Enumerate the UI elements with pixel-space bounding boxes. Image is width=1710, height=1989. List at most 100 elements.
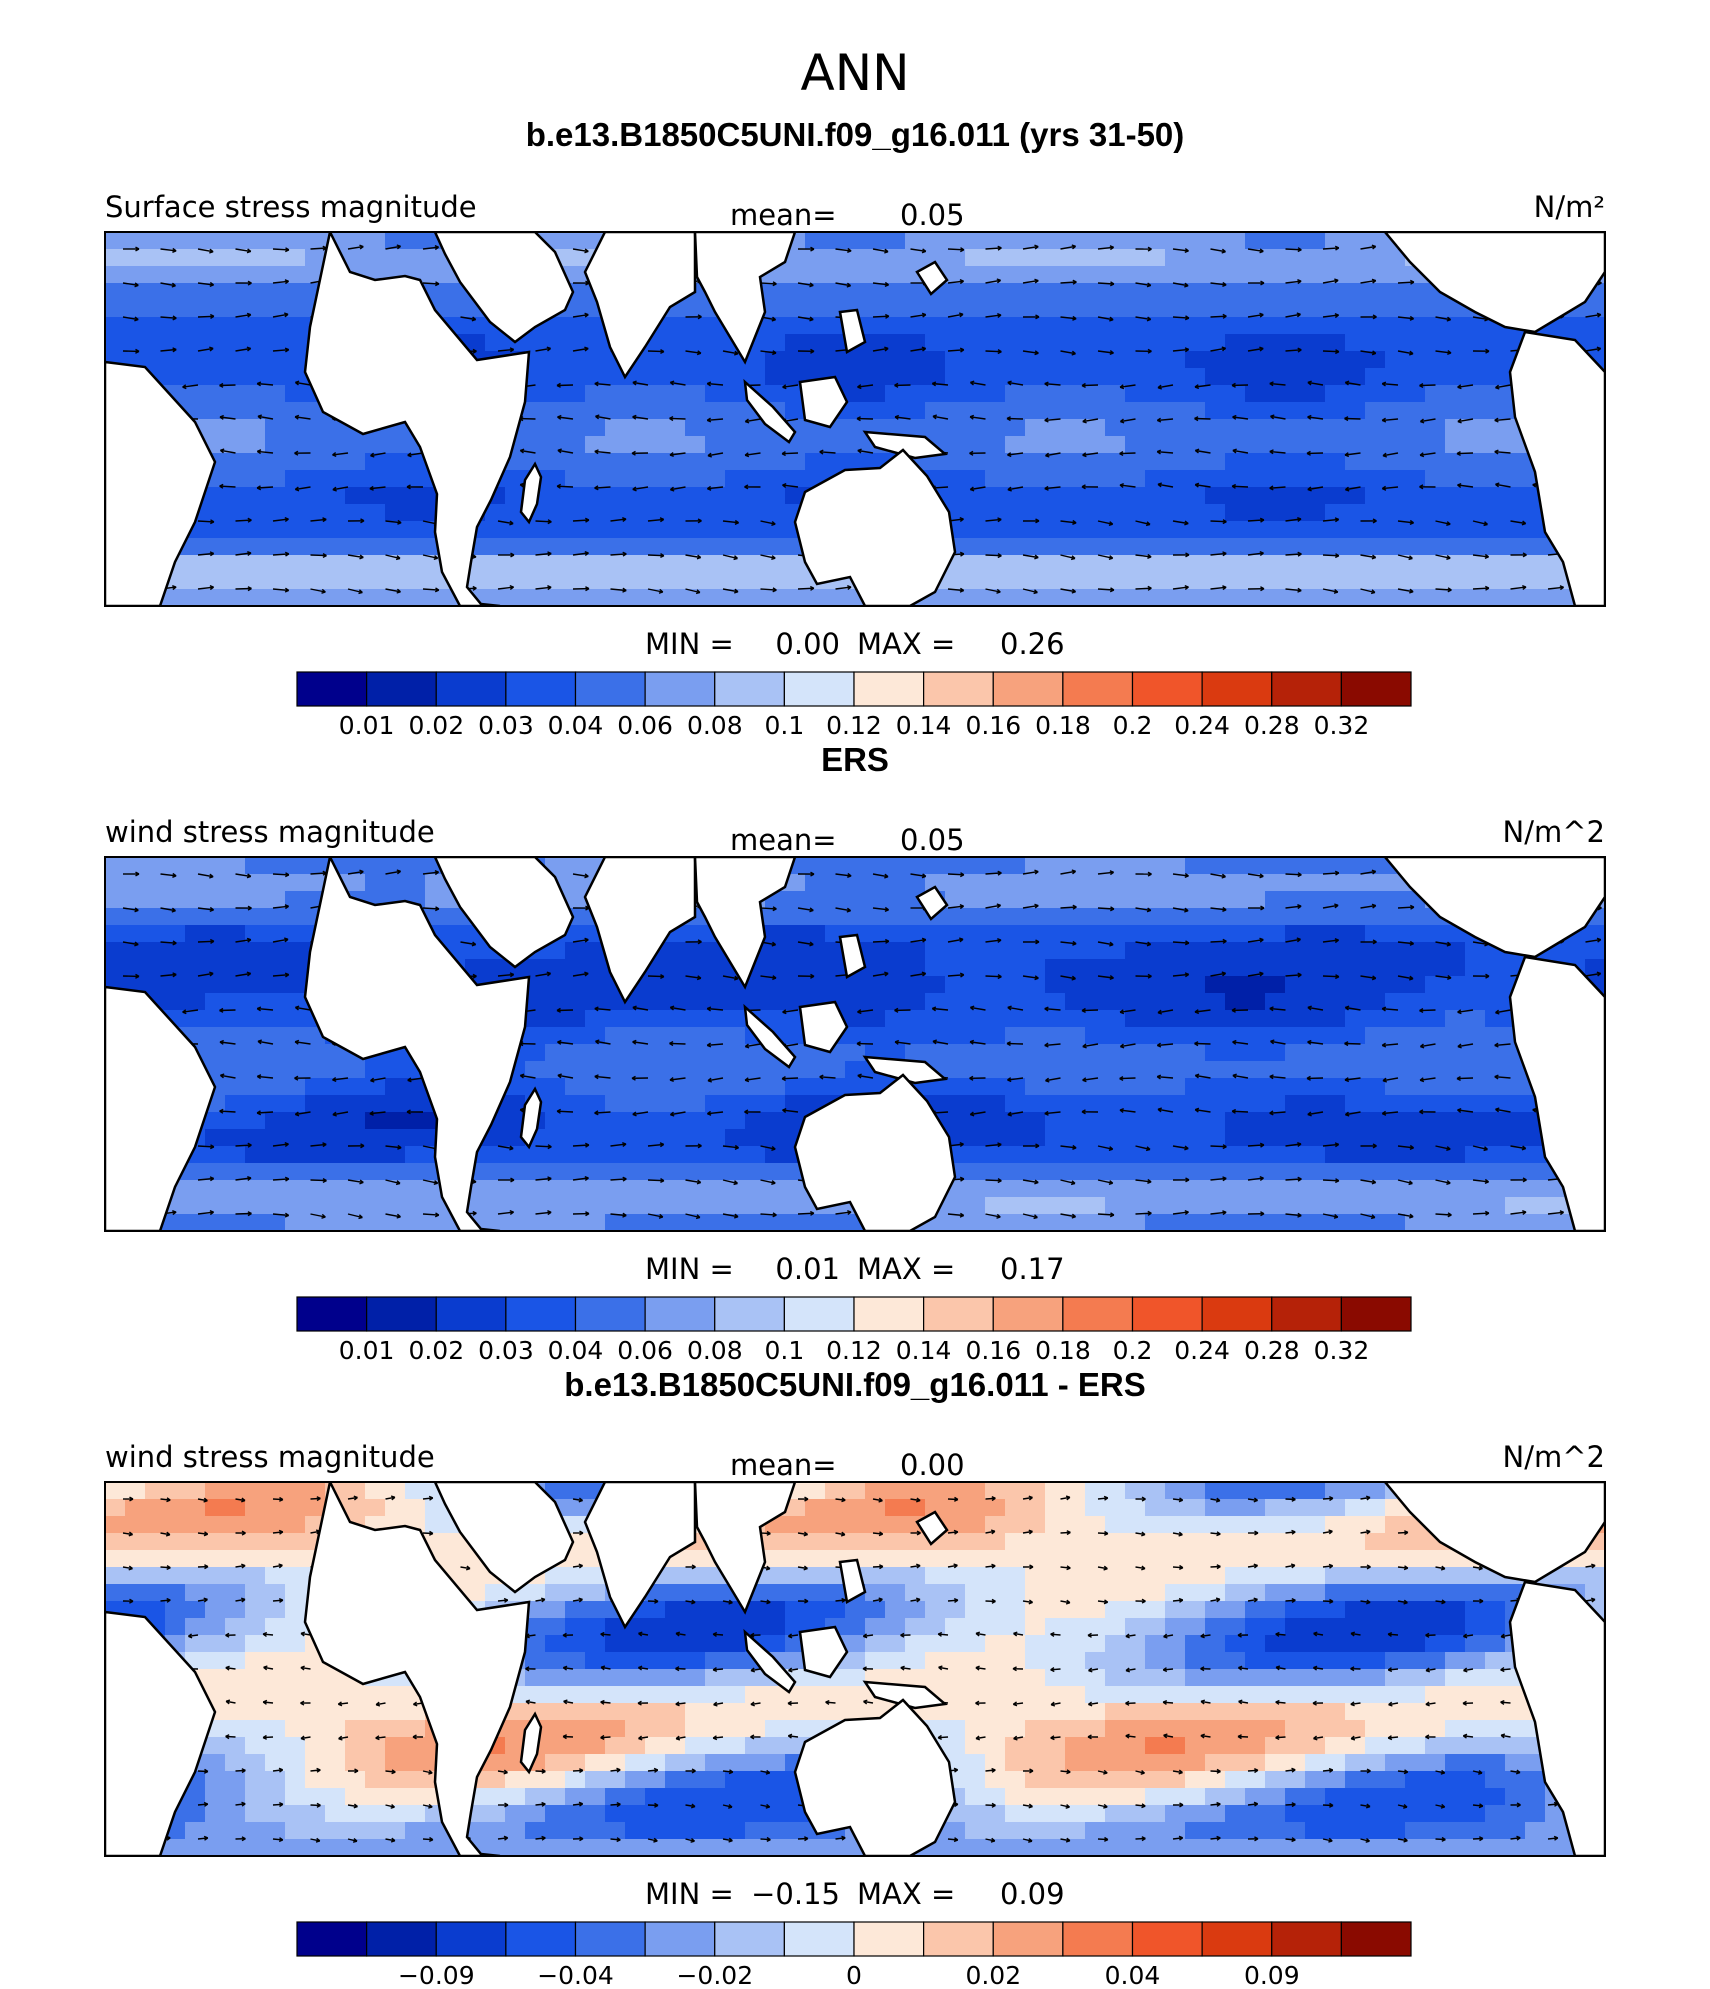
vector-arrowhead (996, 278, 1002, 284)
vector-arrow (1494, 451, 1511, 454)
contour-cell (1165, 1112, 1186, 1130)
contour-cell (245, 1061, 266, 1079)
vector-arrowhead (1184, 1145, 1189, 1151)
contour-cell (545, 317, 566, 335)
contour-cell (185, 857, 206, 875)
contour-cell (705, 385, 726, 403)
vector-arrowhead (1146, 941, 1152, 947)
contour-cell (1225, 993, 1246, 1011)
contour-cell (885, 976, 906, 994)
vector-arrowhead (1109, 870, 1115, 876)
contour-cell (1505, 504, 1526, 522)
vector-arrowhead (283, 937, 289, 943)
contour-cell (665, 1146, 686, 1164)
contour-cell (1025, 589, 1046, 606)
vector-arrowhead (1072, 940, 1077, 946)
contour-cell (225, 572, 246, 590)
vector-arrowhead (894, 1039, 900, 1045)
vector-arrowhead (209, 971, 214, 977)
contour-cell (705, 504, 726, 522)
vector-arrowhead (1232, 1039, 1237, 1045)
contour-cell (1145, 891, 1166, 909)
contour-cell (1265, 874, 1286, 892)
contour-cell (1005, 959, 1026, 977)
vector-arrow (1322, 1143, 1339, 1147)
vector-arrowhead (294, 450, 299, 456)
vector-arrow (1382, 486, 1399, 490)
vector-arrow (707, 452, 724, 457)
contour-cell (205, 232, 226, 250)
vector-arrowhead (284, 972, 290, 978)
vector-arrow (422, 554, 438, 559)
contour-cell (145, 857, 166, 875)
vector-arrowhead (1184, 940, 1190, 946)
vector-arrowhead (884, 281, 890, 287)
contour-cell (1225, 1112, 1246, 1130)
contour-cell (925, 1027, 946, 1045)
contour-cell (1425, 1095, 1446, 1113)
vector-arrowhead (247, 905, 252, 911)
vector-arrowhead (894, 1007, 899, 1013)
colorbar-swatch (1340, 671, 1412, 707)
vector-arrow (385, 245, 401, 250)
vector-arrowhead (1007, 1111, 1012, 1117)
vector-arrow (1285, 518, 1302, 522)
vector-arrow (722, 588, 739, 593)
contour-cell (385, 1095, 406, 1113)
vector-arrowhead (885, 938, 890, 944)
contour-cell (685, 419, 706, 437)
contour-cell (745, 521, 766, 539)
vector-arrowhead (772, 975, 777, 981)
contour-cell (1045, 368, 1066, 386)
contour-cell (1225, 249, 1246, 267)
contour-cell (1205, 334, 1226, 352)
vector-arrow (1097, 588, 1114, 591)
contour-cell (1045, 317, 1066, 335)
contour-cell (185, 300, 206, 318)
vector-arrowhead (894, 382, 899, 388)
contour-cell (925, 453, 946, 471)
contour-cell (465, 942, 486, 960)
contour-cell (1505, 1180, 1526, 1198)
contour-cell (1245, 1044, 1266, 1062)
vector-arrowhead (256, 381, 262, 387)
vector-arrow (1232, 1110, 1249, 1113)
vector-arrowhead (810, 871, 815, 877)
contour-cell (725, 402, 746, 420)
contour-cell (265, 891, 286, 909)
vector-arrowhead (921, 248, 927, 254)
vector-arrow (985, 279, 1001, 284)
vector-arrowhead (1072, 904, 1077, 910)
contour-cell (1465, 976, 1486, 994)
vector-arrow (1435, 316, 1451, 321)
contour-cell (665, 334, 686, 352)
contour-cell (1285, 1214, 1306, 1231)
vector-arrow (1172, 316, 1189, 319)
contour-cell (1205, 1044, 1226, 1062)
contour-cell (1285, 925, 1306, 943)
vector-arrow (272, 553, 289, 556)
contour-cell (1005, 891, 1026, 909)
vector-arrow (535, 1177, 552, 1181)
contour-cell (1165, 385, 1186, 403)
contour-cell (1325, 555, 1346, 573)
vector-arrow (160, 248, 177, 252)
vector-arrowhead (1456, 1075, 1461, 1082)
contour-cell (1385, 1010, 1406, 1028)
vector-arrowhead (857, 1073, 862, 1079)
contour-cell (1485, 419, 1506, 437)
contour-cell (345, 1146, 366, 1164)
vector-arrowhead (744, 484, 749, 490)
contour-cell (565, 334, 586, 352)
contour-cell (845, 1044, 866, 1062)
contour-cell (1185, 436, 1206, 454)
contour-cell (1265, 232, 1286, 250)
contour-cell (685, 976, 706, 994)
contour-cell (825, 1078, 846, 1096)
contour-cell (1485, 959, 1506, 977)
contour-cell (225, 1027, 246, 1045)
vector-arrowhead (584, 346, 589, 352)
vector-arrowhead (660, 553, 665, 559)
contour-cell (125, 942, 146, 960)
contour-cell (1265, 1095, 1286, 1113)
